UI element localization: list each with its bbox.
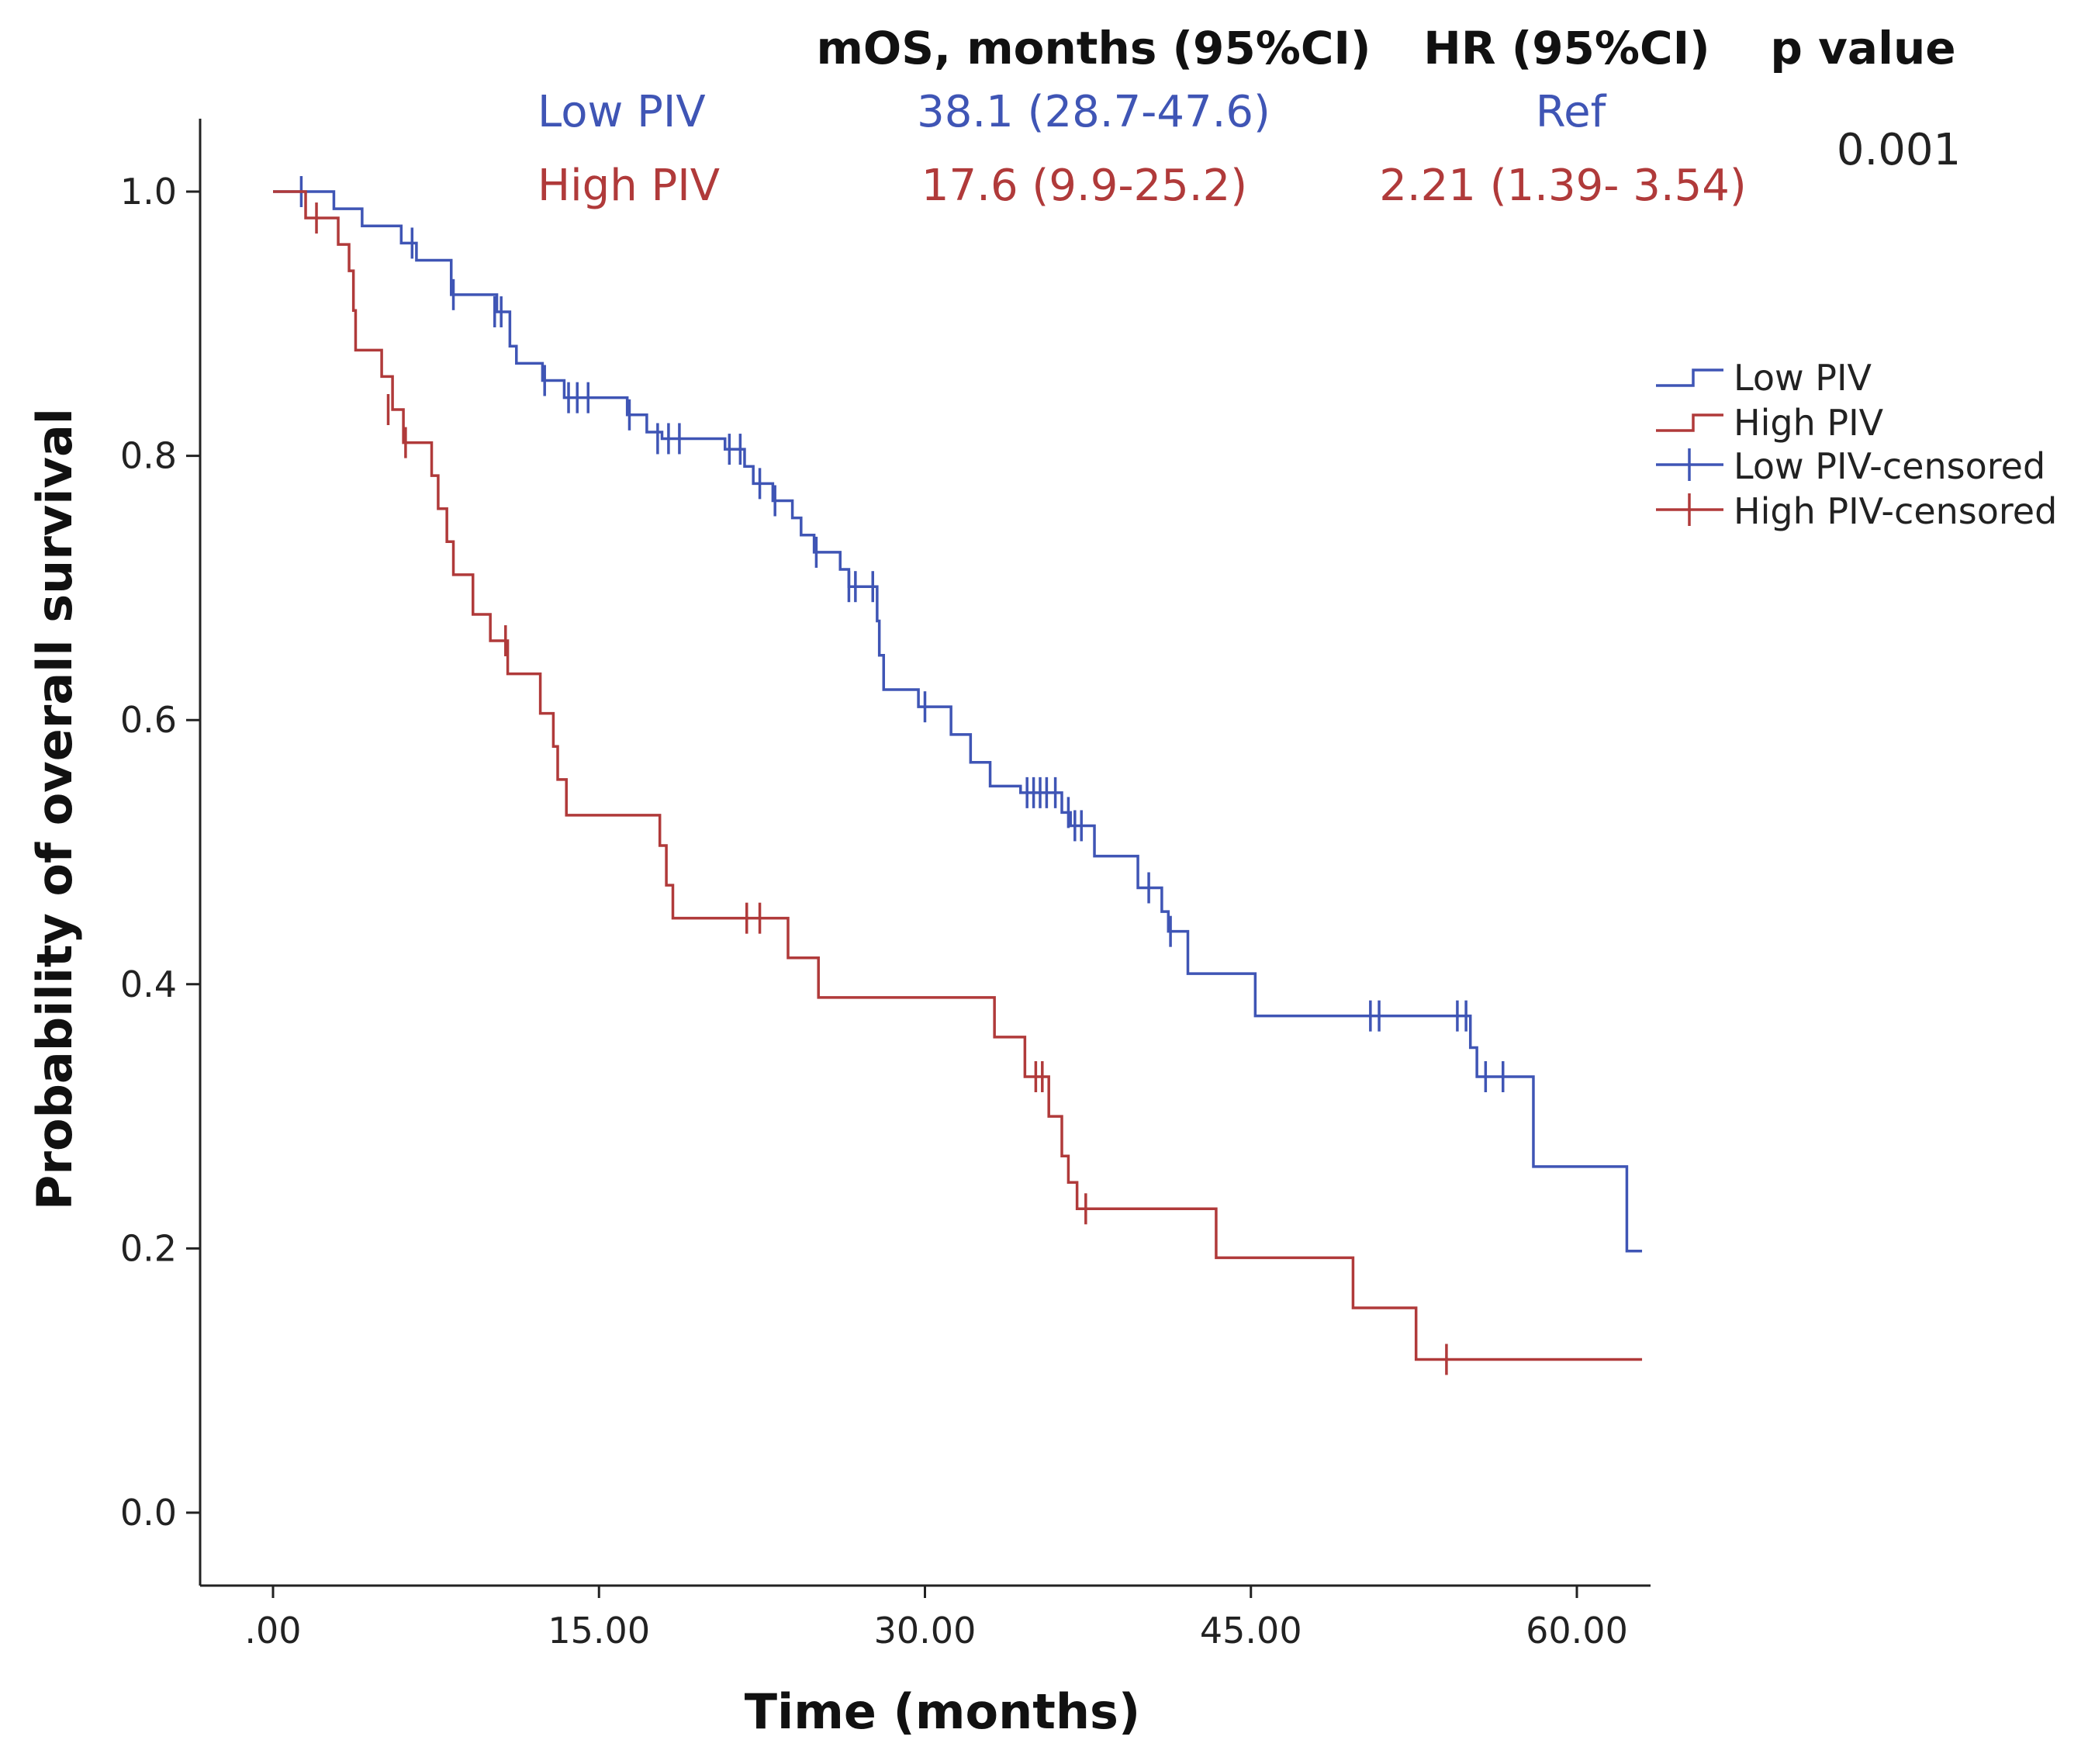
- legend-item-high: High PIV: [1656, 402, 1884, 444]
- y-tick-label: 0.4: [120, 963, 177, 1005]
- legend-item-low: Low PIV: [1656, 357, 1872, 399]
- y-tick-label: 0.2: [120, 1227, 177, 1269]
- y-axis-title: Probability of overall survival: [26, 408, 83, 1210]
- table-header-hr: HR (95%CI): [1423, 22, 1709, 74]
- x-tick-label: 45.00: [1200, 1610, 1302, 1652]
- legend-item-high-censored: High PIV-censored: [1656, 490, 2057, 532]
- y-tick-label: 0.0: [120, 1492, 177, 1534]
- legend: Low PIV High PIV Low PIV-censored High P…: [1656, 357, 2057, 532]
- summary-table: mOS, months (95%CI) HR (95%CI) p value L…: [538, 22, 1961, 211]
- legend-swatch-high: [1656, 413, 1723, 432]
- legend-label-low-censored: Low PIV-censored: [1734, 445, 2045, 487]
- table-pvalue: 0.001: [1837, 125, 1961, 175]
- table-header-pvalue: p value: [1770, 22, 1955, 74]
- table-row-high-hr: 2.21 (1.39- 3.54): [1379, 161, 1747, 211]
- y-tick-label: 0.6: [120, 699, 177, 741]
- legend-label-low: Low PIV: [1734, 357, 1872, 399]
- legend-item-low-censored: Low PIV-censored: [1656, 445, 2045, 487]
- axes: .00 15.00 30.00 45.00 60.00 0.0 0.2 0.4 0.6 0.8 1…: [120, 119, 1651, 1652]
- table-row-low-group: Low PIV: [538, 87, 706, 137]
- x-axis-title: Time (months): [745, 1683, 1140, 1740]
- series-line-high-piv: [273, 190, 1643, 1361]
- x-tick-label: 60.00: [1526, 1610, 1628, 1652]
- x-tick-label: 15.00: [548, 1610, 650, 1652]
- x-tick-label: .00: [244, 1610, 301, 1652]
- table-row-high-group: High PIV: [538, 161, 720, 211]
- legend-label-high-censored: High PIV-censored: [1734, 490, 2057, 532]
- legend-label-high: High PIV: [1734, 402, 1884, 444]
- table-row-low-mos: 38.1 (28.7-47.6): [917, 87, 1270, 137]
- table-row-low-hr: Ref: [1536, 87, 1607, 137]
- series-line-low-piv: [273, 190, 1643, 1253]
- y-tick-label: 1.0: [120, 171, 177, 213]
- y-tick-label: 0.8: [120, 435, 177, 477]
- table-header-mos: mOS, months (95%CI): [816, 22, 1371, 74]
- x-tick-label: 30.00: [874, 1610, 977, 1652]
- y-ticks: 0.0 0.2 0.4 0.6 0.8 1.0: [120, 171, 200, 1534]
- x-ticks: .00 15.00 30.00 45.00 60.00: [244, 1586, 1628, 1652]
- table-row-high-mos: 17.6 (9.9-25.2): [921, 161, 1247, 211]
- survival-curves: [273, 176, 1643, 1375]
- legend-swatch-low: [1656, 368, 1723, 387]
